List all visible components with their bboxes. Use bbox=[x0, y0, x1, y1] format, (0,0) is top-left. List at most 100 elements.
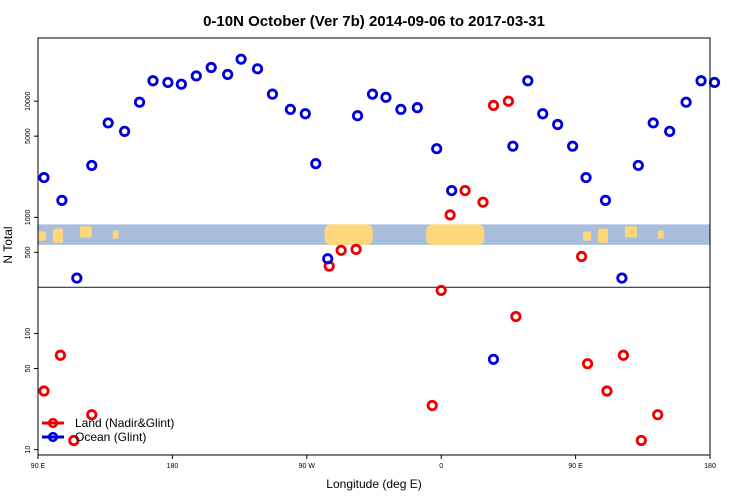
land-mass bbox=[79, 226, 92, 238]
data-point bbox=[664, 125, 676, 137]
series-land bbox=[38, 95, 664, 447]
data-point bbox=[617, 349, 629, 361]
data-point bbox=[71, 272, 83, 284]
data-point bbox=[266, 88, 279, 100]
y-tick-label: 5000 bbox=[25, 128, 32, 144]
data-point bbox=[431, 143, 443, 155]
data-point bbox=[426, 399, 438, 412]
land-mass bbox=[324, 224, 373, 245]
data-point bbox=[54, 349, 67, 361]
data-point bbox=[487, 353, 500, 365]
data-point bbox=[502, 95, 514, 107]
x-tick-label: 0 bbox=[439, 463, 443, 470]
x-tick-label: 90 W bbox=[299, 463, 316, 470]
x-axis: 90 E 180 90 W 0 90 E 180 bbox=[31, 455, 716, 470]
data-point bbox=[411, 102, 423, 114]
data-point bbox=[635, 434, 647, 447]
chart-title: 0-10N October (Ver 7b) 2014-09-06 to 201… bbox=[203, 13, 545, 30]
data-point bbox=[102, 117, 114, 129]
x-axis-label: Longitude (deg E) bbox=[326, 477, 421, 491]
data-point bbox=[222, 68, 234, 81]
data-point bbox=[56, 194, 68, 206]
y-axis: 10 50 100 500 1000 5000 10000 bbox=[25, 91, 38, 454]
data-point bbox=[647, 117, 659, 129]
data-point bbox=[38, 385, 50, 397]
x-tick-label: 180 bbox=[704, 463, 716, 470]
land-mass bbox=[657, 230, 664, 239]
y-tick-label: 10000 bbox=[25, 91, 32, 111]
data-point bbox=[552, 118, 564, 131]
data-point bbox=[380, 91, 392, 103]
data-point bbox=[299, 108, 311, 120]
data-point bbox=[335, 244, 347, 256]
y-tick-label: 1000 bbox=[25, 209, 32, 225]
data-point bbox=[351, 110, 364, 122]
series-ocean bbox=[38, 53, 721, 365]
x-tick-label: 90 E bbox=[568, 463, 583, 470]
data-point bbox=[459, 184, 471, 197]
data-point bbox=[537, 108, 549, 120]
data-point bbox=[235, 53, 247, 65]
legend-ocean-label: Ocean (Glint) bbox=[75, 430, 146, 444]
y-axis-label: N Total bbox=[1, 226, 15, 263]
data-point bbox=[147, 75, 159, 87]
y-tick-label: 50 bbox=[25, 364, 32, 372]
land-mass bbox=[583, 231, 592, 241]
y-tick-label: 500 bbox=[25, 246, 32, 258]
x-tick-label: 180 bbox=[167, 463, 179, 470]
data-point bbox=[310, 158, 322, 170]
data-point bbox=[366, 88, 379, 100]
data-point bbox=[522, 75, 534, 87]
data-point bbox=[162, 76, 174, 89]
plot-area bbox=[37, 37, 721, 456]
data-point bbox=[284, 103, 296, 115]
data-point bbox=[190, 70, 202, 82]
data-point bbox=[580, 171, 592, 184]
land-mass bbox=[426, 224, 485, 245]
legend-land-marker bbox=[47, 417, 59, 429]
data-point bbox=[567, 140, 579, 152]
land-mass bbox=[112, 230, 119, 239]
land-mass bbox=[38, 231, 46, 241]
data-point bbox=[133, 96, 146, 108]
data-point bbox=[487, 99, 500, 112]
y-tick-label: 10 bbox=[25, 446, 32, 454]
x-tick-label: 90 E bbox=[31, 463, 46, 470]
data-point bbox=[119, 125, 131, 137]
land-mass bbox=[52, 228, 63, 243]
data-point bbox=[708, 76, 721, 89]
land-mass bbox=[598, 228, 608, 243]
data-point bbox=[395, 103, 407, 115]
data-point bbox=[435, 284, 447, 297]
data-point bbox=[616, 272, 628, 284]
data-point bbox=[175, 78, 187, 90]
data-point bbox=[507, 140, 519, 152]
data-point bbox=[652, 409, 664, 421]
data-point bbox=[322, 253, 334, 265]
data-point bbox=[510, 310, 522, 323]
data-point bbox=[477, 196, 489, 208]
map-ocean-band bbox=[38, 224, 710, 245]
data-point bbox=[444, 209, 456, 221]
legend-ocean-marker bbox=[47, 431, 59, 443]
plot-frame bbox=[37, 37, 711, 456]
data-point bbox=[251, 63, 264, 75]
data-point bbox=[695, 75, 707, 87]
data-point bbox=[632, 159, 644, 172]
legend-land-label: Land (Nadir&Glint) bbox=[75, 416, 174, 430]
land-mass bbox=[624, 226, 637, 238]
data-point bbox=[581, 358, 594, 370]
data-point bbox=[599, 194, 612, 206]
y-tick-label: 100 bbox=[25, 328, 32, 340]
data-point bbox=[86, 159, 98, 172]
data-point bbox=[601, 385, 613, 397]
data-point bbox=[38, 171, 50, 184]
data-point bbox=[68, 434, 80, 447]
data-point bbox=[680, 96, 692, 108]
data-point bbox=[350, 243, 362, 255]
legend: Land (Nadir&Glint) Ocean (Glint) bbox=[42, 416, 174, 444]
data-point bbox=[205, 61, 217, 74]
data-point bbox=[446, 184, 458, 197]
data-point bbox=[86, 409, 98, 421]
